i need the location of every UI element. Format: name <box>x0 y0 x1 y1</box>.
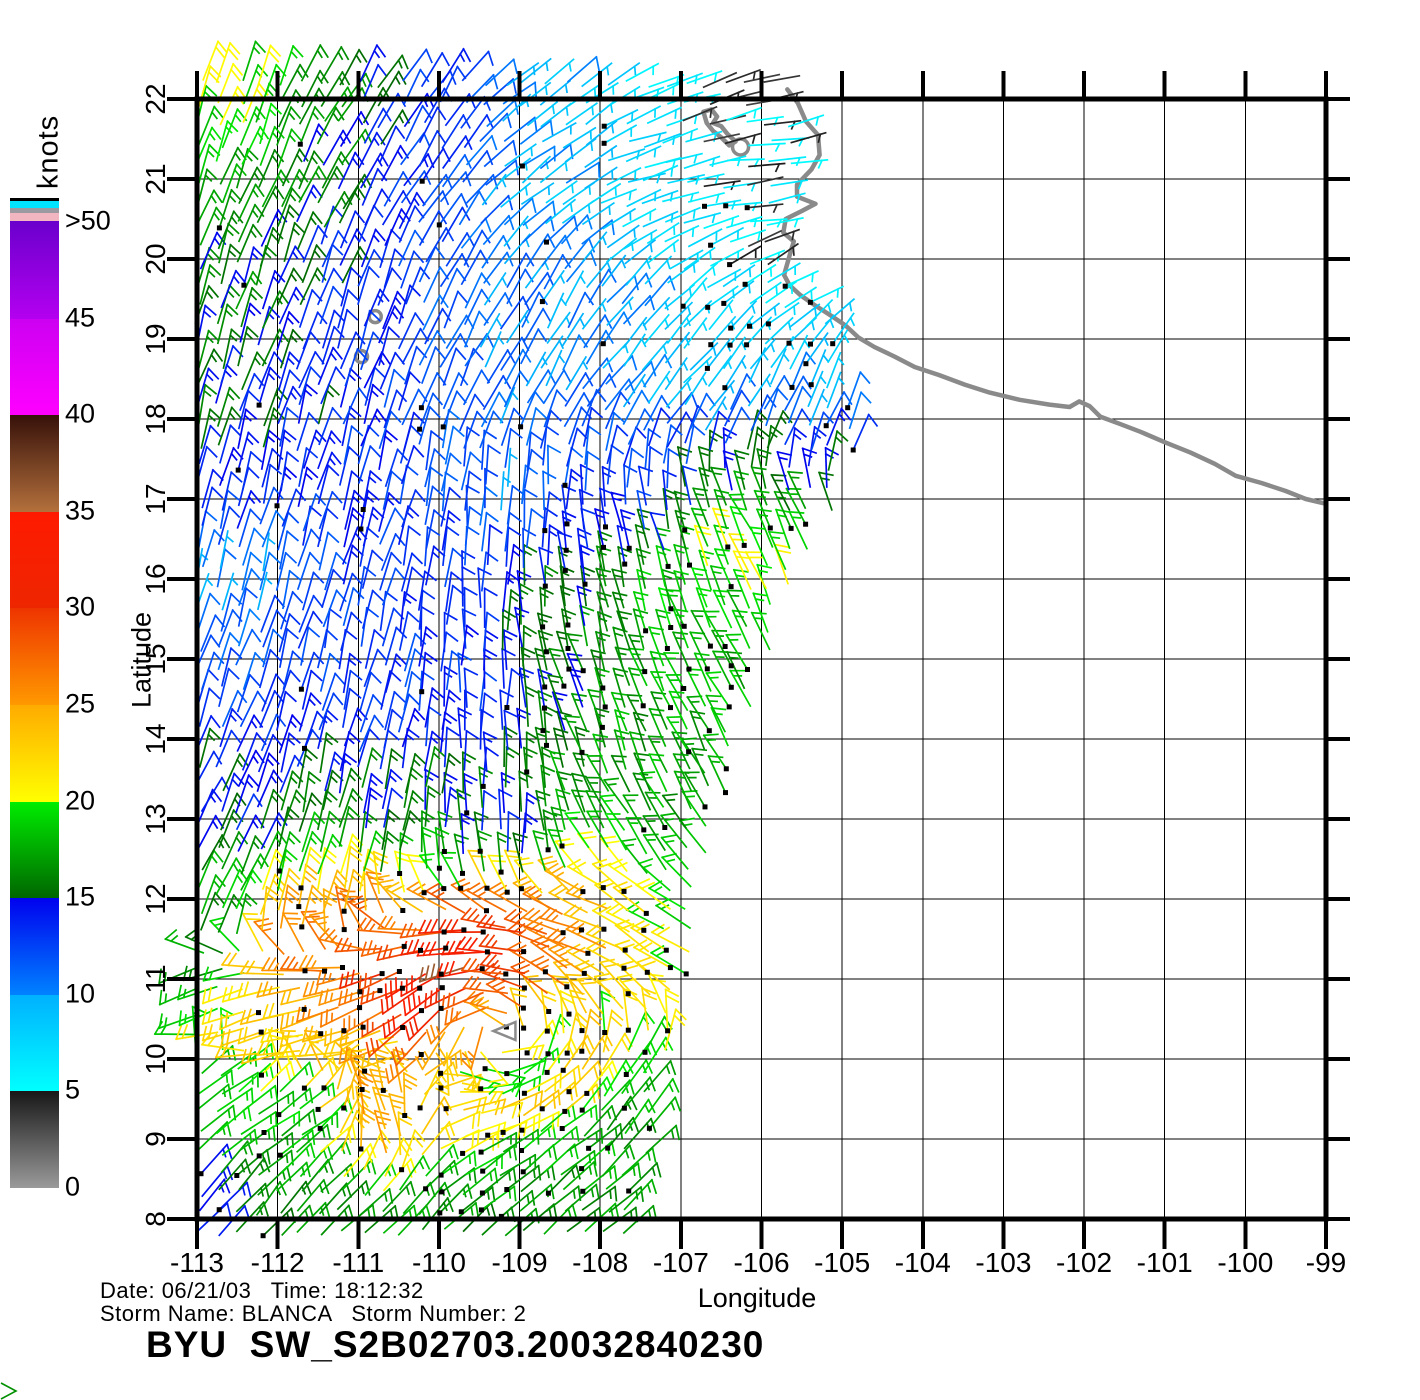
colorbar-segment <box>10 510 59 609</box>
x-tick-label: -111 <box>332 1247 385 1278</box>
colorbar-segment <box>10 221 59 319</box>
colorbar-segment <box>10 897 59 995</box>
colorbar-segment <box>10 1090 59 1188</box>
colorbar-units-label: knots <box>32 114 65 190</box>
colorbar-tick-label: 30 <box>65 591 96 622</box>
x-tick-label: -101 <box>1136 1247 1193 1278</box>
colorbar-tick-label: 15 <box>65 881 96 912</box>
y-tick-label: 8 <box>140 1211 171 1227</box>
y-tick-label: 16 <box>140 563 171 595</box>
island-outline <box>701 107 738 148</box>
rain-flag-dots <box>198 123 856 1239</box>
colorbar-segment <box>10 704 59 802</box>
y-tick-label: 14 <box>140 723 171 755</box>
product-title: BYU SW_S2B02703.20032840230 <box>146 1324 765 1365</box>
wind-barbs <box>153 40 879 1237</box>
y-tick-label: 21 <box>140 163 171 195</box>
colorbar-tick-label: 20 <box>65 785 96 816</box>
colorbar-tick-label: 10 <box>65 978 96 1009</box>
y-tick-label: 12 <box>140 883 171 915</box>
y-tick-label: 13 <box>140 803 171 835</box>
colorbar-tick-label: 5 <box>65 1074 81 1105</box>
colorbar-tick-label: 40 <box>65 398 96 429</box>
y-axis-title: Latitude <box>126 611 157 709</box>
colorbar-flag-stripe <box>10 213 59 221</box>
colorbar-tick-label: 25 <box>65 688 96 719</box>
x-tick-label: -113 <box>170 1247 224 1278</box>
colorbar-segment <box>10 993 59 1092</box>
y-tick-label: 20 <box>140 243 171 275</box>
storm-center-marker <box>490 1020 517 1042</box>
date-time-line: Date: 06/21/03 Time: 18:12:32 <box>100 1278 424 1303</box>
colorbar-segment <box>10 317 59 416</box>
x-tick-label: -100 <box>1217 1247 1274 1278</box>
x-tick-label: -103 <box>975 1247 1032 1278</box>
y-tick-label: 22 <box>140 83 171 115</box>
x-tick-label: -104 <box>894 1247 951 1278</box>
x-tick-label: -107 <box>652 1247 709 1278</box>
colorbar-segment <box>10 607 59 705</box>
y-tick-label: 9 <box>140 1131 171 1147</box>
colorbar-flag-stripe <box>10 201 59 208</box>
y-tick-label: 10 <box>140 1043 171 1075</box>
storm-info-line: Storm Name: BLANCA Storm Number: 2 <box>100 1301 527 1326</box>
x-tick-label: -106 <box>733 1247 790 1278</box>
colorbar-tick-label: 0 <box>65 1171 81 1202</box>
x-tick-label: -112 <box>250 1247 305 1278</box>
colorbar-flag-stripe <box>10 198 59 201</box>
colorbar-flag-stripe <box>10 208 59 213</box>
y-tick-label: 19 <box>140 323 171 355</box>
x-tick-label: -102 <box>1056 1247 1113 1278</box>
colorbar-segment <box>10 414 59 512</box>
colorbar-segment <box>10 800 59 899</box>
colorbar-tick-label: 35 <box>65 495 96 526</box>
x-tick-label: -99 <box>1305 1247 1347 1278</box>
y-tick-label: 17 <box>140 483 171 515</box>
colorbar-tick-label: >50 <box>65 205 111 236</box>
x-axis-title: Longitude <box>697 1283 817 1313</box>
colorbar-tick-label: 45 <box>65 302 96 333</box>
y-tick-label: 18 <box>140 403 171 435</box>
x-tick-label: -105 <box>814 1247 871 1278</box>
y-tick-label: 11 <box>140 964 171 994</box>
x-tick-label: -110 <box>411 1247 466 1278</box>
corner-glyph <box>0 1382 18 1400</box>
x-tick-label: -108 <box>572 1247 629 1278</box>
plot-frame <box>167 71 1350 1249</box>
x-tick-label: -109 <box>491 1247 548 1278</box>
